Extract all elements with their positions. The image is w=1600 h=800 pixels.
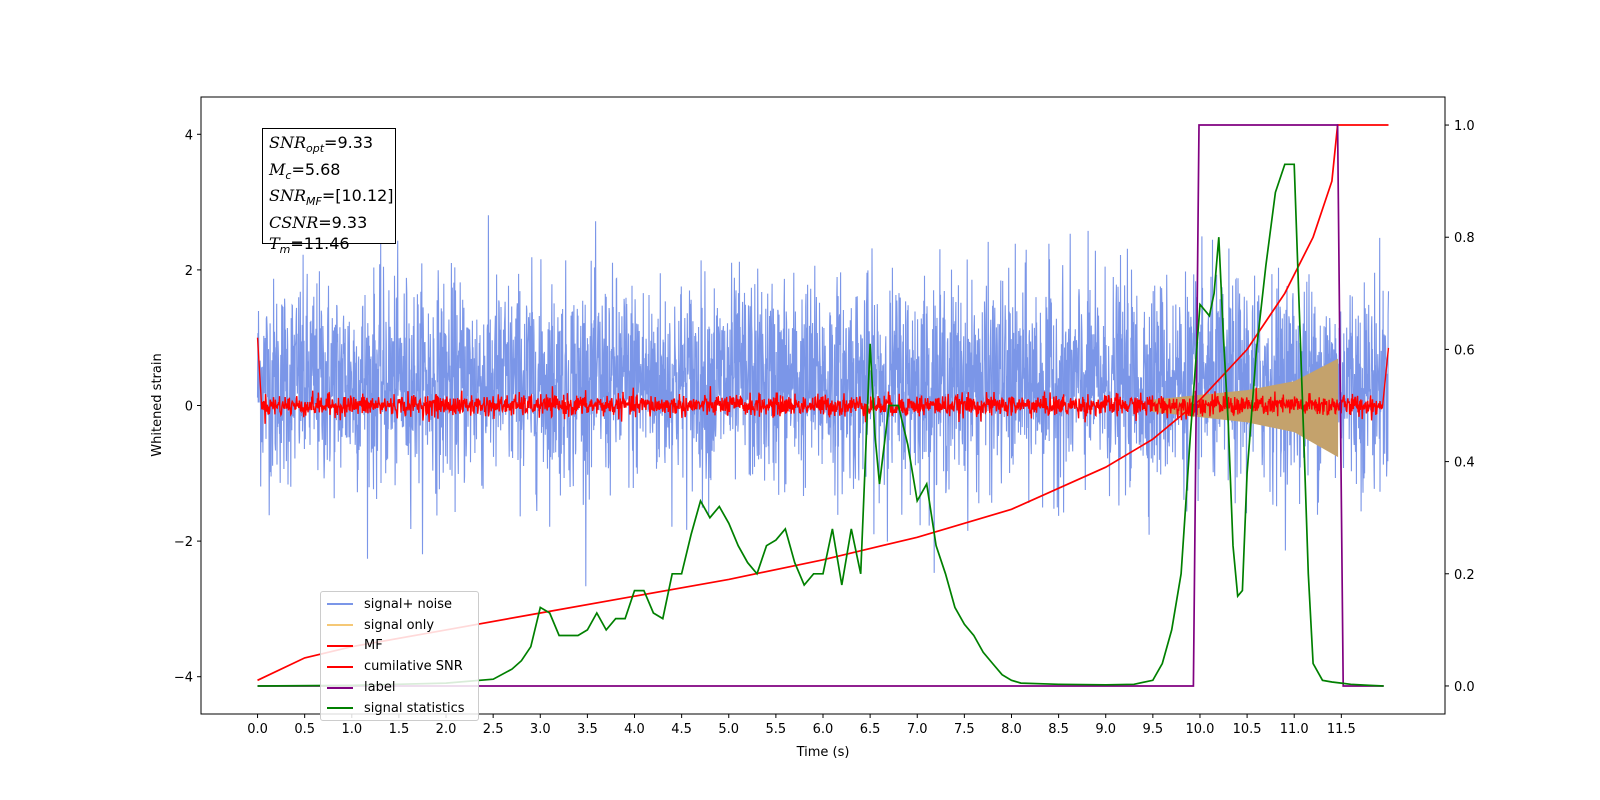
y2-tick-label: 0.6: [1454, 343, 1475, 358]
y2-tick-label: 0.2: [1454, 568, 1475, 583]
x-tick-label: 2.0: [436, 722, 457, 737]
x-tick-label: 4.5: [671, 722, 692, 737]
x-tick-label: 11.0: [1280, 722, 1309, 737]
snr-info-box: SNRopt=9.33 Mc=5.68 SNRMF=[10.12] CSNR=9…: [262, 128, 396, 256]
legend-item-signal-only: signal only: [327, 615, 472, 636]
x-tick-label: 3.5: [577, 722, 598, 737]
y-tick-label: 2: [185, 264, 193, 279]
legend-item-signal-statistics: signal statistics: [327, 698, 472, 719]
series-signal-statistics-line: [257, 163, 1384, 687]
x-tick-label: 1.0: [341, 722, 362, 737]
x-axis: 0.0 0.5 1.0 1.5 2.0 2.5 3.0 3.5 4.0 4.5 5.0 5.5 6.0 6…: [247, 714, 1356, 737]
legend-swatch: [327, 603, 353, 606]
y-tick-label: −2: [174, 535, 193, 550]
legend-swatch: [327, 686, 353, 689]
snr-opt-annotation: SNRopt=9.33: [269, 133, 374, 156]
legend-item-signal-noise: signal+ noise: [327, 594, 472, 615]
x-tick-label: 3.0: [530, 722, 551, 737]
x-tick-label: 2.5: [483, 722, 504, 737]
legend-swatch: [327, 707, 353, 710]
x-tick-label: 5.0: [718, 722, 739, 737]
x-tick-label: 0.5: [294, 722, 315, 737]
y-tick-label: 4: [185, 128, 193, 143]
y-axis-left: −4 −2 0 2 4: [174, 128, 201, 686]
x-tick-label: 9.5: [1143, 722, 1164, 737]
tm-annotation: Tm=11.46: [269, 233, 350, 256]
x-tick-label: 8.0: [1001, 722, 1022, 737]
x-tick-label: 7.0: [907, 722, 928, 737]
snr-mf-annotation: SNRMF=[10.12]: [269, 186, 394, 209]
series-label-line: [257, 124, 1384, 687]
x-tick-label: 4.0: [624, 722, 645, 737]
series-signal-noise-line: [256, 215, 1390, 587]
x-tick-label: 1.5: [389, 722, 410, 737]
x-tick-label: 7.5: [954, 722, 975, 737]
legend-swatch: [327, 644, 353, 647]
legend-swatch: [327, 624, 353, 627]
legend-item-label: label: [327, 677, 472, 698]
y2-tick-label: 1.0: [1454, 119, 1475, 134]
y-tick-label: −4: [174, 671, 193, 686]
x-tick-label: 10.5: [1233, 722, 1262, 737]
y-axis-right: 0.0 0.2 0.4 0.6 0.8 1.0: [1445, 119, 1475, 695]
legend-item-cumulative-snr: cumilative SNR: [327, 656, 472, 677]
x-axis-label: Time (s): [796, 745, 850, 760]
y2-tick-label: 0.8: [1454, 231, 1475, 246]
x-tick-label: 6.5: [860, 722, 881, 737]
x-tick-label: 5.5: [766, 722, 787, 737]
x-tick-label: 6.0: [813, 722, 834, 737]
legend-item-mf: MF: [327, 636, 472, 657]
y-axis-label: Whitened strain: [150, 353, 165, 456]
mc-annotation: Mc=5.68: [269, 159, 341, 182]
y-tick-label: 0: [185, 400, 193, 415]
x-tick-label: 8.5: [1048, 722, 1069, 737]
x-tick-label: 10.0: [1185, 722, 1214, 737]
y2-tick-label: 0.0: [1454, 680, 1475, 695]
x-tick-label: 9.0: [1095, 722, 1116, 737]
x-tick-label: 0.0: [247, 722, 268, 737]
x-tick-label: 11.5: [1327, 722, 1356, 737]
legend-swatch: [327, 665, 353, 668]
legend: signal+ noise signal only MF cumilative …: [320, 591, 479, 721]
csnr-annotation: CSNR=9.33: [269, 213, 368, 233]
plot-area: [256, 124, 1390, 687]
y2-tick-label: 0.4: [1454, 456, 1475, 471]
